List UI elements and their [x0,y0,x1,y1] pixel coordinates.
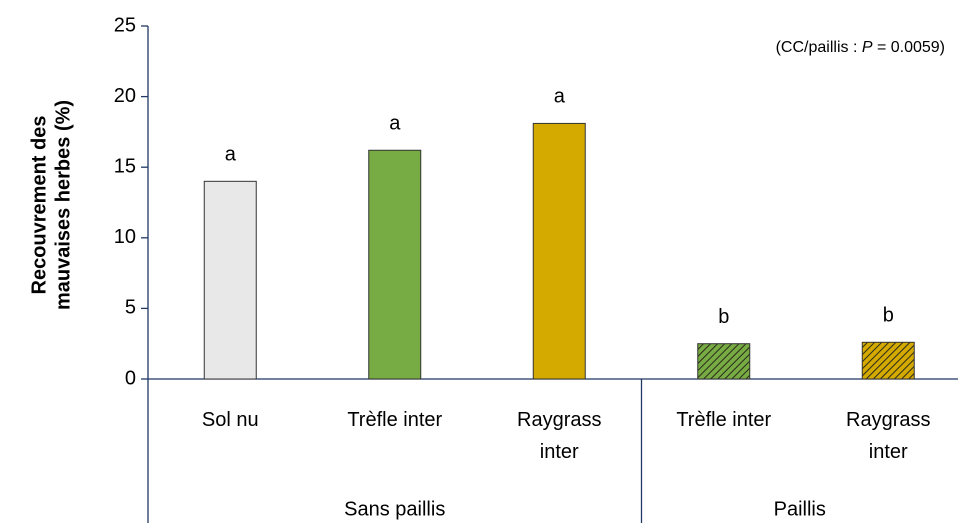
annotation-part: P [862,39,873,56]
bar [861,341,915,380]
significance-label: a [389,113,401,135]
annotation-part: = 0.0059) [873,39,946,56]
x-tick-label: Trèfle inter [676,409,772,431]
group-label: Sans paillis [344,498,445,520]
y-tick-label: 5 [125,297,136,319]
significance-label: b [718,306,729,328]
x-tick-label: Sol nu [201,409,259,431]
y-axis-title-line: mauvaises herbes (%) [52,100,74,310]
y-tick-label: 25 [114,14,136,36]
bar [532,122,586,380]
y-tick-label: 20 [114,85,136,107]
annotation-part: (CC/paillis : [776,39,862,56]
y-tick-label: 0 [125,367,136,389]
y-tick-label: 15 [114,155,136,177]
y-tick-label: 10 [114,226,136,248]
annotation: (CC/paillis : P = 0.0059) [776,39,945,56]
bar [697,343,751,380]
bar [203,180,257,380]
x-tick-label: Raygrass inter [517,409,602,463]
significance-label: b [883,305,894,327]
x-tick-label: Raygrass inter [846,409,931,463]
y-axis-title: Recouvrement des mauvaises herbes (%) [28,100,74,310]
bar [368,149,422,380]
x-tick-label: Trèfle inter [347,409,443,431]
significance-label: a [225,144,237,166]
y-axis-title-line: Recouvrement des [28,116,50,295]
group-label: Paillis [774,498,826,520]
significance-label: a [554,86,566,108]
